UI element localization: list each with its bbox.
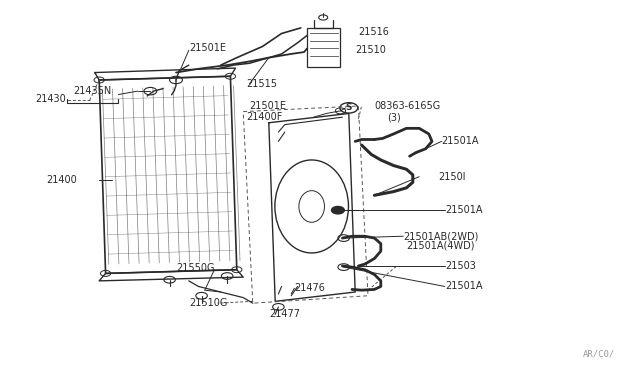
Text: 21477: 21477 xyxy=(269,310,300,319)
Text: 21501E: 21501E xyxy=(250,101,287,111)
Text: 21501AB(2WD): 21501AB(2WD) xyxy=(403,231,479,241)
Text: 21515: 21515 xyxy=(246,79,277,89)
Text: 21501A: 21501A xyxy=(445,205,483,215)
Text: 21503: 21503 xyxy=(445,261,476,271)
Text: 21501E: 21501E xyxy=(189,44,226,53)
Text: S: S xyxy=(346,103,352,112)
Text: 21516: 21516 xyxy=(358,27,389,36)
Text: (3): (3) xyxy=(387,112,401,122)
Text: 21510: 21510 xyxy=(355,45,386,55)
Text: 21510G: 21510G xyxy=(189,298,227,308)
Text: 21430: 21430 xyxy=(35,94,66,103)
Text: 21550G: 21550G xyxy=(176,263,214,273)
Text: 21400F: 21400F xyxy=(246,112,283,122)
Bar xyxy=(307,28,340,67)
Text: AR/C0/: AR/C0/ xyxy=(582,350,614,359)
Text: 21435N: 21435N xyxy=(74,86,112,96)
Text: 08363-6165G: 08363-6165G xyxy=(374,101,441,111)
Text: 21476: 21476 xyxy=(294,283,325,293)
Text: 2150l: 2150l xyxy=(438,172,466,182)
Text: 21501A(4WD): 21501A(4WD) xyxy=(406,241,475,250)
Text: 21400: 21400 xyxy=(46,176,77,185)
Text: 21501A: 21501A xyxy=(445,282,483,291)
Text: 21501A: 21501A xyxy=(442,137,479,146)
Circle shape xyxy=(332,206,344,214)
